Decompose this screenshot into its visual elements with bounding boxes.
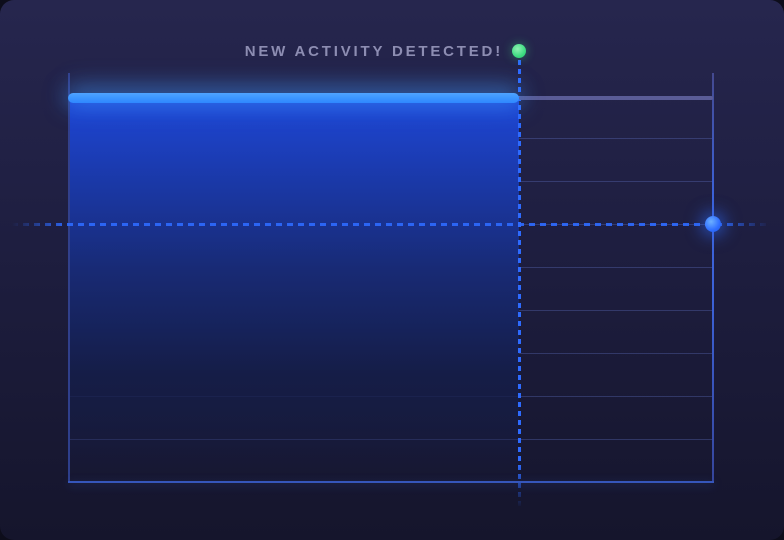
- chart-bottom-border: [68, 481, 714, 483]
- baseline-line: [519, 96, 713, 100]
- chart-left-border: [68, 73, 70, 483]
- chart-right-border: [712, 73, 714, 483]
- area-fill: [70, 99, 519, 481]
- event-marker-dot[interactable]: [512, 44, 526, 58]
- crosshair-horizontal-line: [12, 222, 770, 226]
- alert-title: NEW ACTIVITY DETECTED!: [244, 43, 503, 60]
- active-signal-line[interactable]: [68, 93, 519, 103]
- crosshair-marker-dot[interactable]: [705, 216, 721, 232]
- event-crosshair-vertical-line: [517, 60, 521, 508]
